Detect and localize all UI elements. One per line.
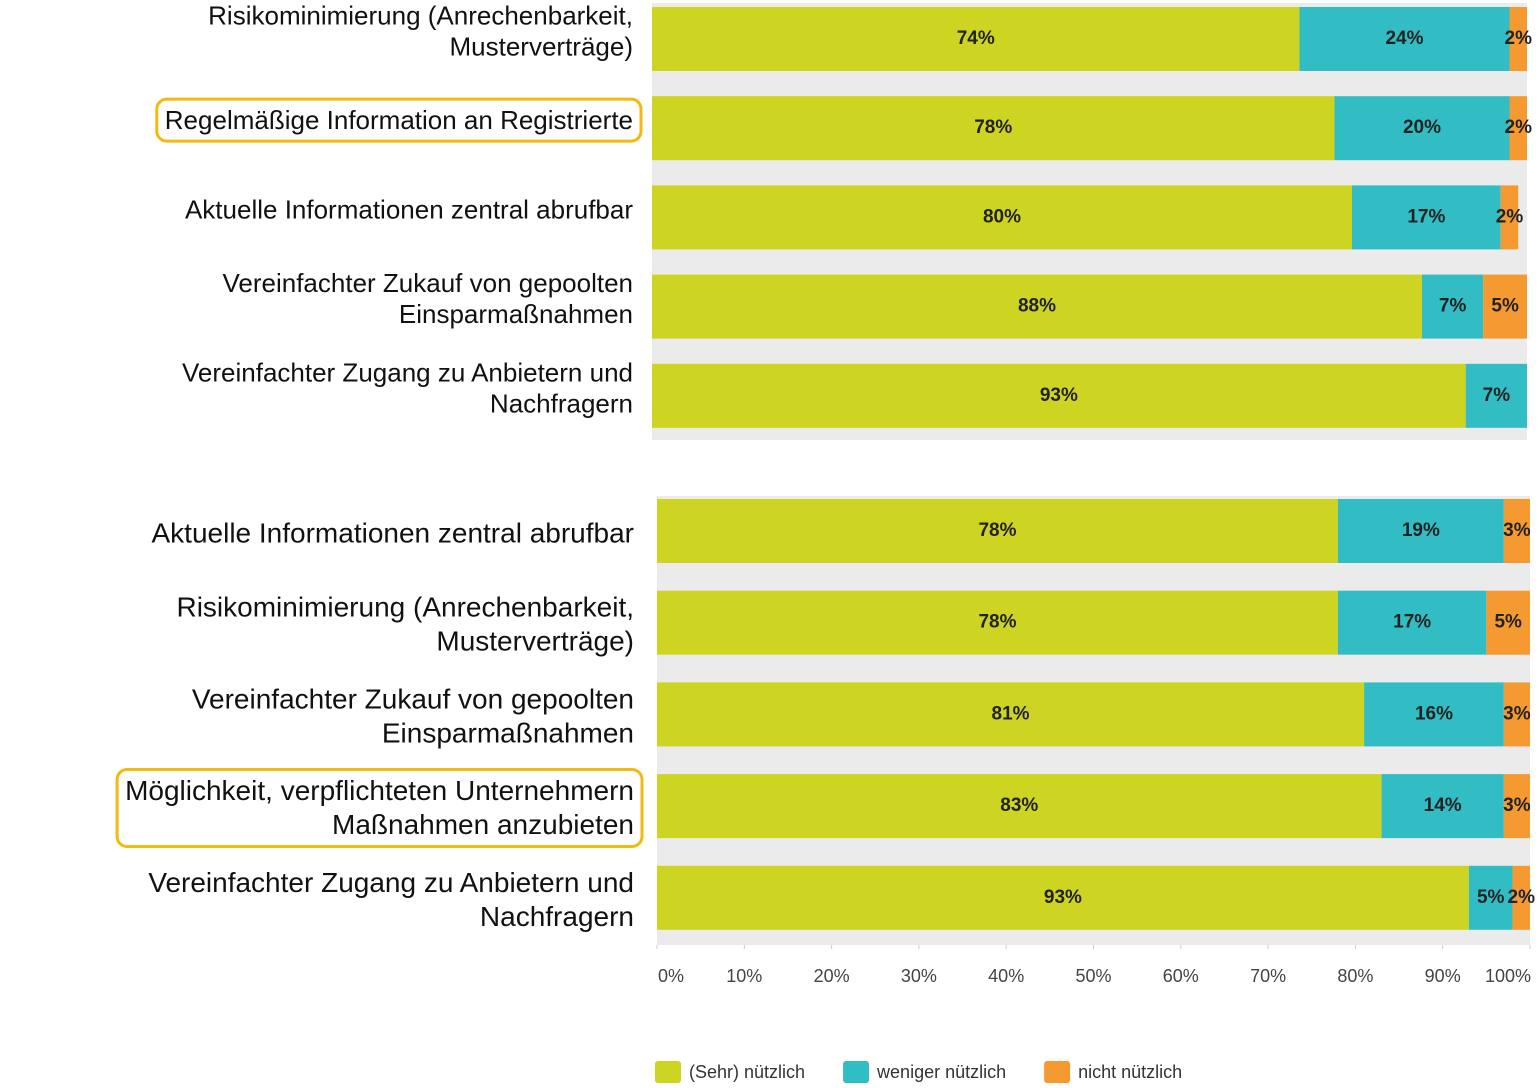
bar-segment (1337, 499, 1504, 563)
value-label: 3% (1503, 795, 1531, 816)
value-label: 78% (978, 612, 1016, 633)
category-label: Aktuelle Informationen zentral abrufbar (152, 517, 635, 548)
value-label: 7% (1439, 296, 1467, 317)
x-tick-label: 90% (1425, 966, 1461, 986)
value-label: 17% (1407, 206, 1445, 227)
bar-segment (1509, 7, 1527, 71)
bar-segment (1486, 590, 1530, 655)
value-label: 16% (1415, 703, 1453, 724)
value-label: 2% (1496, 206, 1524, 227)
value-label: 88% (1018, 296, 1056, 317)
bar-segment (657, 682, 1365, 747)
bar-segment (657, 499, 1338, 563)
legend-swatch (1044, 1061, 1071, 1083)
bar-segment (657, 865, 1469, 930)
bar-segment (652, 96, 1335, 161)
highlight-box (155, 97, 643, 143)
value-label: 93% (1040, 385, 1078, 406)
category-label: Vereinfachter Zukauf von gepoolten Einspa… (222, 268, 633, 329)
legend-swatch (655, 1061, 681, 1083)
value-label: 74% (957, 28, 995, 49)
value-label: 78% (974, 117, 1012, 138)
value-label: 19% (1402, 520, 1440, 541)
bar-segment (657, 590, 1338, 655)
highlight-box (115, 767, 644, 848)
bar-segment (1503, 499, 1530, 563)
category-label: Möglichkeit, verpflichteten Unternehmern… (125, 775, 634, 840)
value-label: 83% (1000, 795, 1038, 816)
legend-swatch (843, 1061, 870, 1083)
x-tick-label: 70% (1250, 966, 1286, 986)
x-tick-label: 30% (901, 966, 937, 986)
bar-segment (1503, 682, 1530, 747)
value-label: 2% (1505, 117, 1533, 138)
bar-segment (1468, 865, 1513, 930)
value-label: 5% (1491, 296, 1519, 317)
bar-segment (1334, 96, 1510, 161)
bar-segment (652, 363, 1466, 428)
value-label: 24% (1385, 28, 1423, 49)
value-label: 3% (1503, 703, 1531, 724)
bar-segment (652, 185, 1352, 250)
category-label: Vereinfachter Zugang zu Anbietern und Nac… (148, 867, 634, 932)
bar-segment (1337, 590, 1487, 655)
x-tick-label: 100% (1485, 966, 1531, 986)
x-tick-label: 0% (658, 966, 684, 986)
bar-segment (1509, 96, 1527, 161)
value-label: 80% (983, 206, 1021, 227)
value-label: 2% (1508, 887, 1536, 908)
legend-label: weniger nützlich (876, 1062, 1006, 1082)
bar-segment (652, 7, 1300, 71)
x-tick-label: 50% (1075, 966, 1111, 986)
value-label: 81% (992, 703, 1030, 724)
bar-segment (1465, 363, 1527, 428)
category-label: Vereinfachter Zugang zu Anbietern und Nac… (182, 357, 633, 418)
x-tick-label: 10% (726, 966, 762, 986)
bar-segment (1299, 7, 1510, 71)
bar-segment (1381, 774, 1504, 839)
bar-segment (1352, 185, 1501, 250)
bar-segment (657, 774, 1382, 839)
value-label: 2% (1505, 28, 1533, 49)
value-label: 5% (1494, 612, 1522, 633)
category-label: Risikominimierung (Anrechenbarkeit, Muste… (176, 592, 634, 657)
value-label: 3% (1503, 520, 1531, 541)
bar-segment (1500, 185, 1519, 250)
bar-segment (652, 274, 1422, 339)
x-tick-label: 40% (988, 966, 1024, 986)
category-label: Aktuelle Informationen zentral abrufbar (185, 194, 633, 224)
bar-segment (1483, 274, 1527, 339)
value-label: 78% (978, 520, 1016, 541)
category-label: Risikominimierung (Anrechenbarkeit, Muste… (208, 0, 633, 61)
value-label: 93% (1044, 887, 1082, 908)
value-label: 7% (1483, 385, 1511, 406)
value-label: 20% (1403, 117, 1441, 138)
value-label: 5% (1477, 887, 1505, 908)
x-tick-label: 60% (1163, 966, 1199, 986)
x-tick-label: 80% (1337, 966, 1373, 986)
category-label: Vereinfachter Zukauf von gepoolten Einspa… (192, 684, 634, 749)
bar-segment (1503, 774, 1530, 839)
bar-segment (1512, 865, 1530, 930)
bar-segment (1364, 682, 1504, 747)
value-label: 14% (1424, 795, 1462, 816)
bar-segment (1422, 274, 1484, 339)
category-label: Regelmäßige Information an Registrierte (165, 105, 633, 135)
value-label: 17% (1393, 612, 1431, 633)
legend-label: nicht nützlich (1078, 1062, 1182, 1082)
x-tick-label: 20% (814, 966, 850, 986)
legend-label: (Sehr) nützlich (689, 1062, 805, 1082)
